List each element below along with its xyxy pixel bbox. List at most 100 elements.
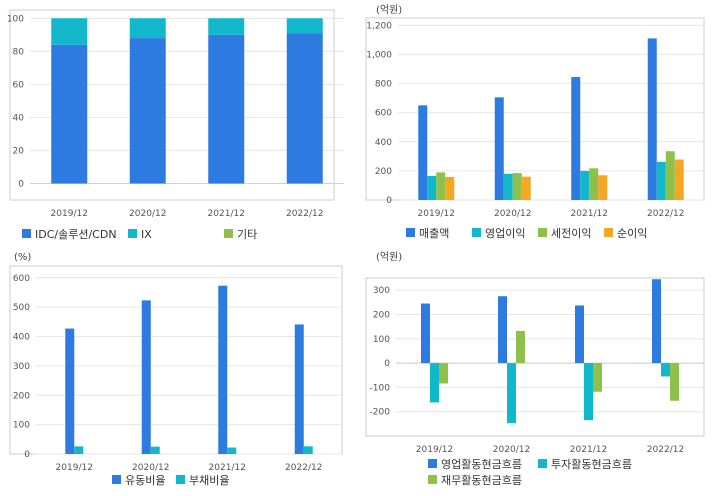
composition-xtick-label: 2019/12: [51, 209, 88, 219]
income-ytick-label: 800: [375, 80, 392, 90]
composition-bar-1: [286, 18, 323, 34]
composition-bar-0: [286, 33, 323, 184]
ratios-ytick-label: 400: [13, 333, 30, 343]
cashflow-legend-label: 재무활동현금흐름: [441, 473, 522, 487]
income-legend-swatch: [604, 228, 613, 237]
composition-chart: 0 20 40 60 80 100 2019/12 2020/12 2021/12 2022/12…: [7, 9, 344, 241]
cashflow-legend-label: 영업활동현금흐름: [441, 457, 522, 471]
income-xtick-label: 2020/12: [494, 209, 531, 219]
cashflow-legend-swatch: [428, 459, 437, 468]
ratios-legend-label: 부채비율: [189, 474, 229, 487]
ratios-ytick-label: 200: [13, 391, 30, 401]
income-legend-swatch: [538, 228, 547, 237]
ratios-ytick-label: 500: [13, 303, 30, 313]
cashflow-bar-0: [498, 296, 507, 364]
income-legend-swatch: [472, 228, 481, 237]
composition-bar-0: [51, 44, 88, 184]
composition-ytick-label: 60: [13, 80, 25, 90]
income-bar-2: [665, 151, 675, 200]
income-ytick-label: 1,200: [366, 21, 392, 31]
cashflow-unit-label: (억원): [376, 251, 402, 263]
income-bar-3: [521, 176, 531, 200]
ratios-legend-swatch: [112, 475, 121, 484]
composition-legend-label: IDC/솔루션/CDN: [35, 228, 117, 241]
income-bar-2: [436, 172, 446, 200]
income-chart: 0 200 400 600 800 1,000 1,200 (억원) 2019/12 2020/1…: [365, 4, 705, 240]
cashflow-ytick-label: 100: [373, 335, 390, 345]
cashflow-bar-2: [439, 363, 448, 384]
composition-bar-1: [208, 18, 245, 35]
composition-bar-0: [208, 34, 245, 184]
composition-ytick-label: 40: [13, 113, 25, 123]
composition-legend-swatch: [22, 229, 31, 238]
ratios-xtick-label: 2022/12: [285, 463, 322, 473]
income-legend-label: 영업이익: [485, 227, 525, 240]
income-ytick-label: 200: [375, 167, 392, 177]
income-bar-1: [656, 161, 666, 200]
ratios-bar-0: [294, 324, 304, 454]
income-legend-swatch: [406, 228, 415, 237]
income-bar-3: [445, 176, 455, 200]
cashflow-bar-2: [593, 363, 602, 392]
ratios-xtick-label: 2021/12: [209, 463, 246, 473]
income-legend-label: 세전이익: [551, 227, 591, 240]
income-bar-0: [571, 76, 581, 200]
income-bar-0: [418, 105, 428, 200]
ratios-bar-1: [227, 447, 237, 454]
ratios-ytick-label: 100: [13, 421, 30, 431]
composition-bar-1: [51, 18, 88, 45]
composition-ytick-label: 0: [18, 179, 24, 189]
income-bar-3: [674, 159, 684, 200]
cashflow-ytick-label: 200: [373, 310, 390, 320]
cashflow-bar-0: [652, 279, 661, 364]
cashflow-ytick-label: -200: [370, 408, 391, 418]
composition-legend-label: IX: [141, 228, 152, 241]
cashflow-ytick-label: 300: [373, 286, 390, 296]
income-xtick-label: 2022/12: [647, 209, 684, 219]
income-bar-2: [512, 173, 522, 200]
income-ytick-label: 0: [386, 196, 392, 206]
cashflow-bar-1: [507, 363, 516, 424]
cashflow-bar-0: [575, 305, 584, 364]
cashflow-bar-1: [430, 363, 439, 403]
composition-bar-1: [129, 18, 166, 39]
ratios-legend-label: 유동비율: [125, 474, 165, 487]
composition-ytick-label: 20: [13, 146, 25, 156]
ratios-chart: 0 100 200 300 400 500 600 (%) 2019/12 2020/12 2021…: [9, 252, 343, 487]
income-bar-1: [427, 175, 437, 200]
cashflow-ytick-label: 0: [384, 359, 390, 369]
ratios-legend-swatch: [176, 475, 185, 484]
ratios-unit-label: (%): [14, 252, 31, 263]
income-legend-label: 매출액: [419, 227, 449, 240]
cashflow-bar-1: [661, 363, 670, 377]
income-bar-1: [580, 170, 590, 200]
ratios-bar-0: [65, 328, 75, 454]
ratios-bar-1: [150, 446, 160, 454]
ratios-ytick-label: 0: [24, 450, 30, 460]
ratios-ytick-label: 300: [13, 362, 30, 372]
cashflow-bar-2: [670, 363, 679, 401]
income-bar-0: [647, 38, 657, 200]
income-ytick-label: 1,000: [366, 50, 392, 60]
income-unit-label: (억원): [376, 4, 402, 16]
income-xtick-label: 2019/12: [418, 209, 455, 219]
cashflow-xtick-label: 2019/12: [416, 445, 453, 455]
composition-legend-label: 기타: [237, 228, 257, 241]
cashflow-legend-swatch: [428, 475, 437, 484]
income-bar-0: [494, 97, 504, 200]
composition-xtick-label: 2021/12: [208, 209, 245, 219]
cashflow-xtick-label: 2020/12: [493, 445, 530, 455]
income-bar-1: [503, 173, 513, 200]
cashflow-legend-label: 투자활동현금흐름: [551, 457, 632, 471]
cashflow-xtick-label: 2021/12: [570, 445, 607, 455]
cashflow-bar-1: [584, 363, 593, 421]
income-ytick-label: 600: [375, 109, 392, 119]
cashflow-legend-swatch: [538, 459, 547, 468]
cashflow-chart: -200 -100 0 100 200 300 (억원) 2019/12 2020/12 2021…: [365, 251, 705, 487]
composition-xtick-label: 2022/12: [286, 209, 323, 219]
ratios-bar-1: [74, 446, 84, 454]
composition-ytick-label: 80: [13, 47, 25, 57]
income-legend-label: 순이익: [617, 227, 647, 240]
ratios-bar-1: [303, 446, 313, 454]
ratios-frame: [9, 265, 343, 455]
